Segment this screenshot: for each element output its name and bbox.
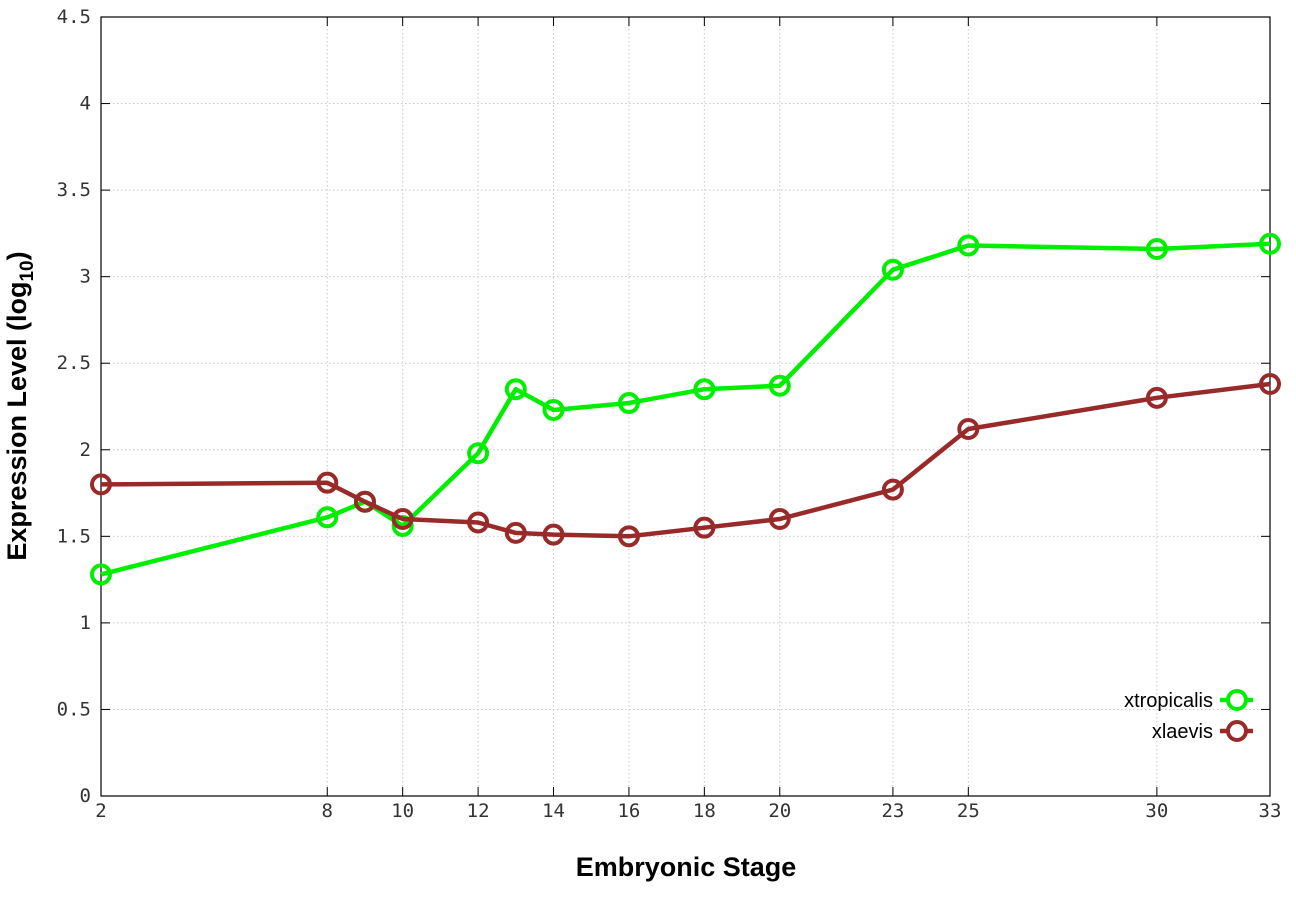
data-point (768, 374, 791, 397)
legend-item: xlaevis (1152, 720, 1253, 743)
data-point (617, 392, 640, 415)
grid (101, 17, 1270, 796)
data-point (881, 478, 904, 501)
data-point (957, 418, 980, 441)
legend-label: xlaevis (1152, 721, 1213, 743)
series-layer (90, 232, 1281, 586)
data-point (316, 471, 339, 494)
data-point (353, 490, 376, 513)
x-tick-label: 10 (391, 800, 414, 822)
data-point (316, 506, 339, 529)
x-tick-label: 20 (768, 800, 791, 822)
data-point (1259, 372, 1281, 395)
data-point (957, 234, 980, 257)
data-point (1145, 386, 1168, 409)
data-point (1259, 232, 1281, 255)
y-tick-label: 3 (80, 266, 91, 288)
y-tick-label: 0 (80, 785, 91, 807)
legend: xtropicalis xlaevis (1124, 689, 1253, 743)
x-axis-title: Embryonic Stage (576, 852, 797, 882)
data-point (467, 511, 490, 534)
y-tick-label: 1.5 (57, 525, 91, 547)
legend-label: xtropicalis (1124, 690, 1213, 712)
y-axis: 0 0.5 1 1.5 2 2.5 3 3.5 4 4.5 (57, 6, 1270, 807)
x-tick-label: 2 (95, 800, 106, 822)
x-tick-label: 25 (957, 800, 980, 822)
x-tick-label: 8 (322, 800, 333, 822)
data-point (391, 508, 414, 531)
x-tick-label: 23 (881, 800, 904, 822)
series-xlaevis (90, 372, 1281, 548)
legend-marker (1226, 720, 1248, 742)
series-line (100, 381, 1271, 539)
x-tick-label: 14 (542, 800, 565, 822)
x-tick-label: 30 (1145, 800, 1168, 822)
legend-marker (1226, 689, 1248, 711)
data-point (542, 398, 565, 421)
plot-frame (100, 16, 1271, 797)
legend-item: xtropicalis (1124, 689, 1253, 712)
y-tick-label: 4.5 (57, 6, 91, 28)
data-point (504, 378, 527, 401)
data-point (693, 378, 716, 401)
x-tick-label: 33 (1259, 800, 1282, 822)
y-tick-label: 2.5 (57, 352, 91, 374)
y-tick-label: 2 (80, 439, 91, 461)
x-tick-label: 12 (467, 800, 490, 822)
y-axis-title: Expression Level (log10) (2, 251, 38, 560)
data-point (1145, 237, 1168, 260)
data-point (467, 442, 490, 465)
data-point (693, 516, 716, 539)
y-tick-label: 4 (80, 93, 91, 115)
x-tick-label: 18 (693, 800, 716, 822)
data-point (542, 523, 565, 546)
y-tick-label: 0.5 (57, 698, 91, 720)
data-point (881, 258, 904, 281)
y-tick-label: 1 (80, 612, 91, 634)
x-axis: 2 8 10 12 14 16 18 20 23 25 30 33 (95, 17, 1281, 822)
data-point (768, 508, 791, 531)
data-point (90, 563, 112, 586)
x-tick-label: 16 (617, 800, 640, 822)
data-point (504, 521, 527, 544)
y-tick-label: 3.5 (57, 179, 91, 201)
data-point (617, 525, 640, 548)
data-point (90, 473, 112, 496)
